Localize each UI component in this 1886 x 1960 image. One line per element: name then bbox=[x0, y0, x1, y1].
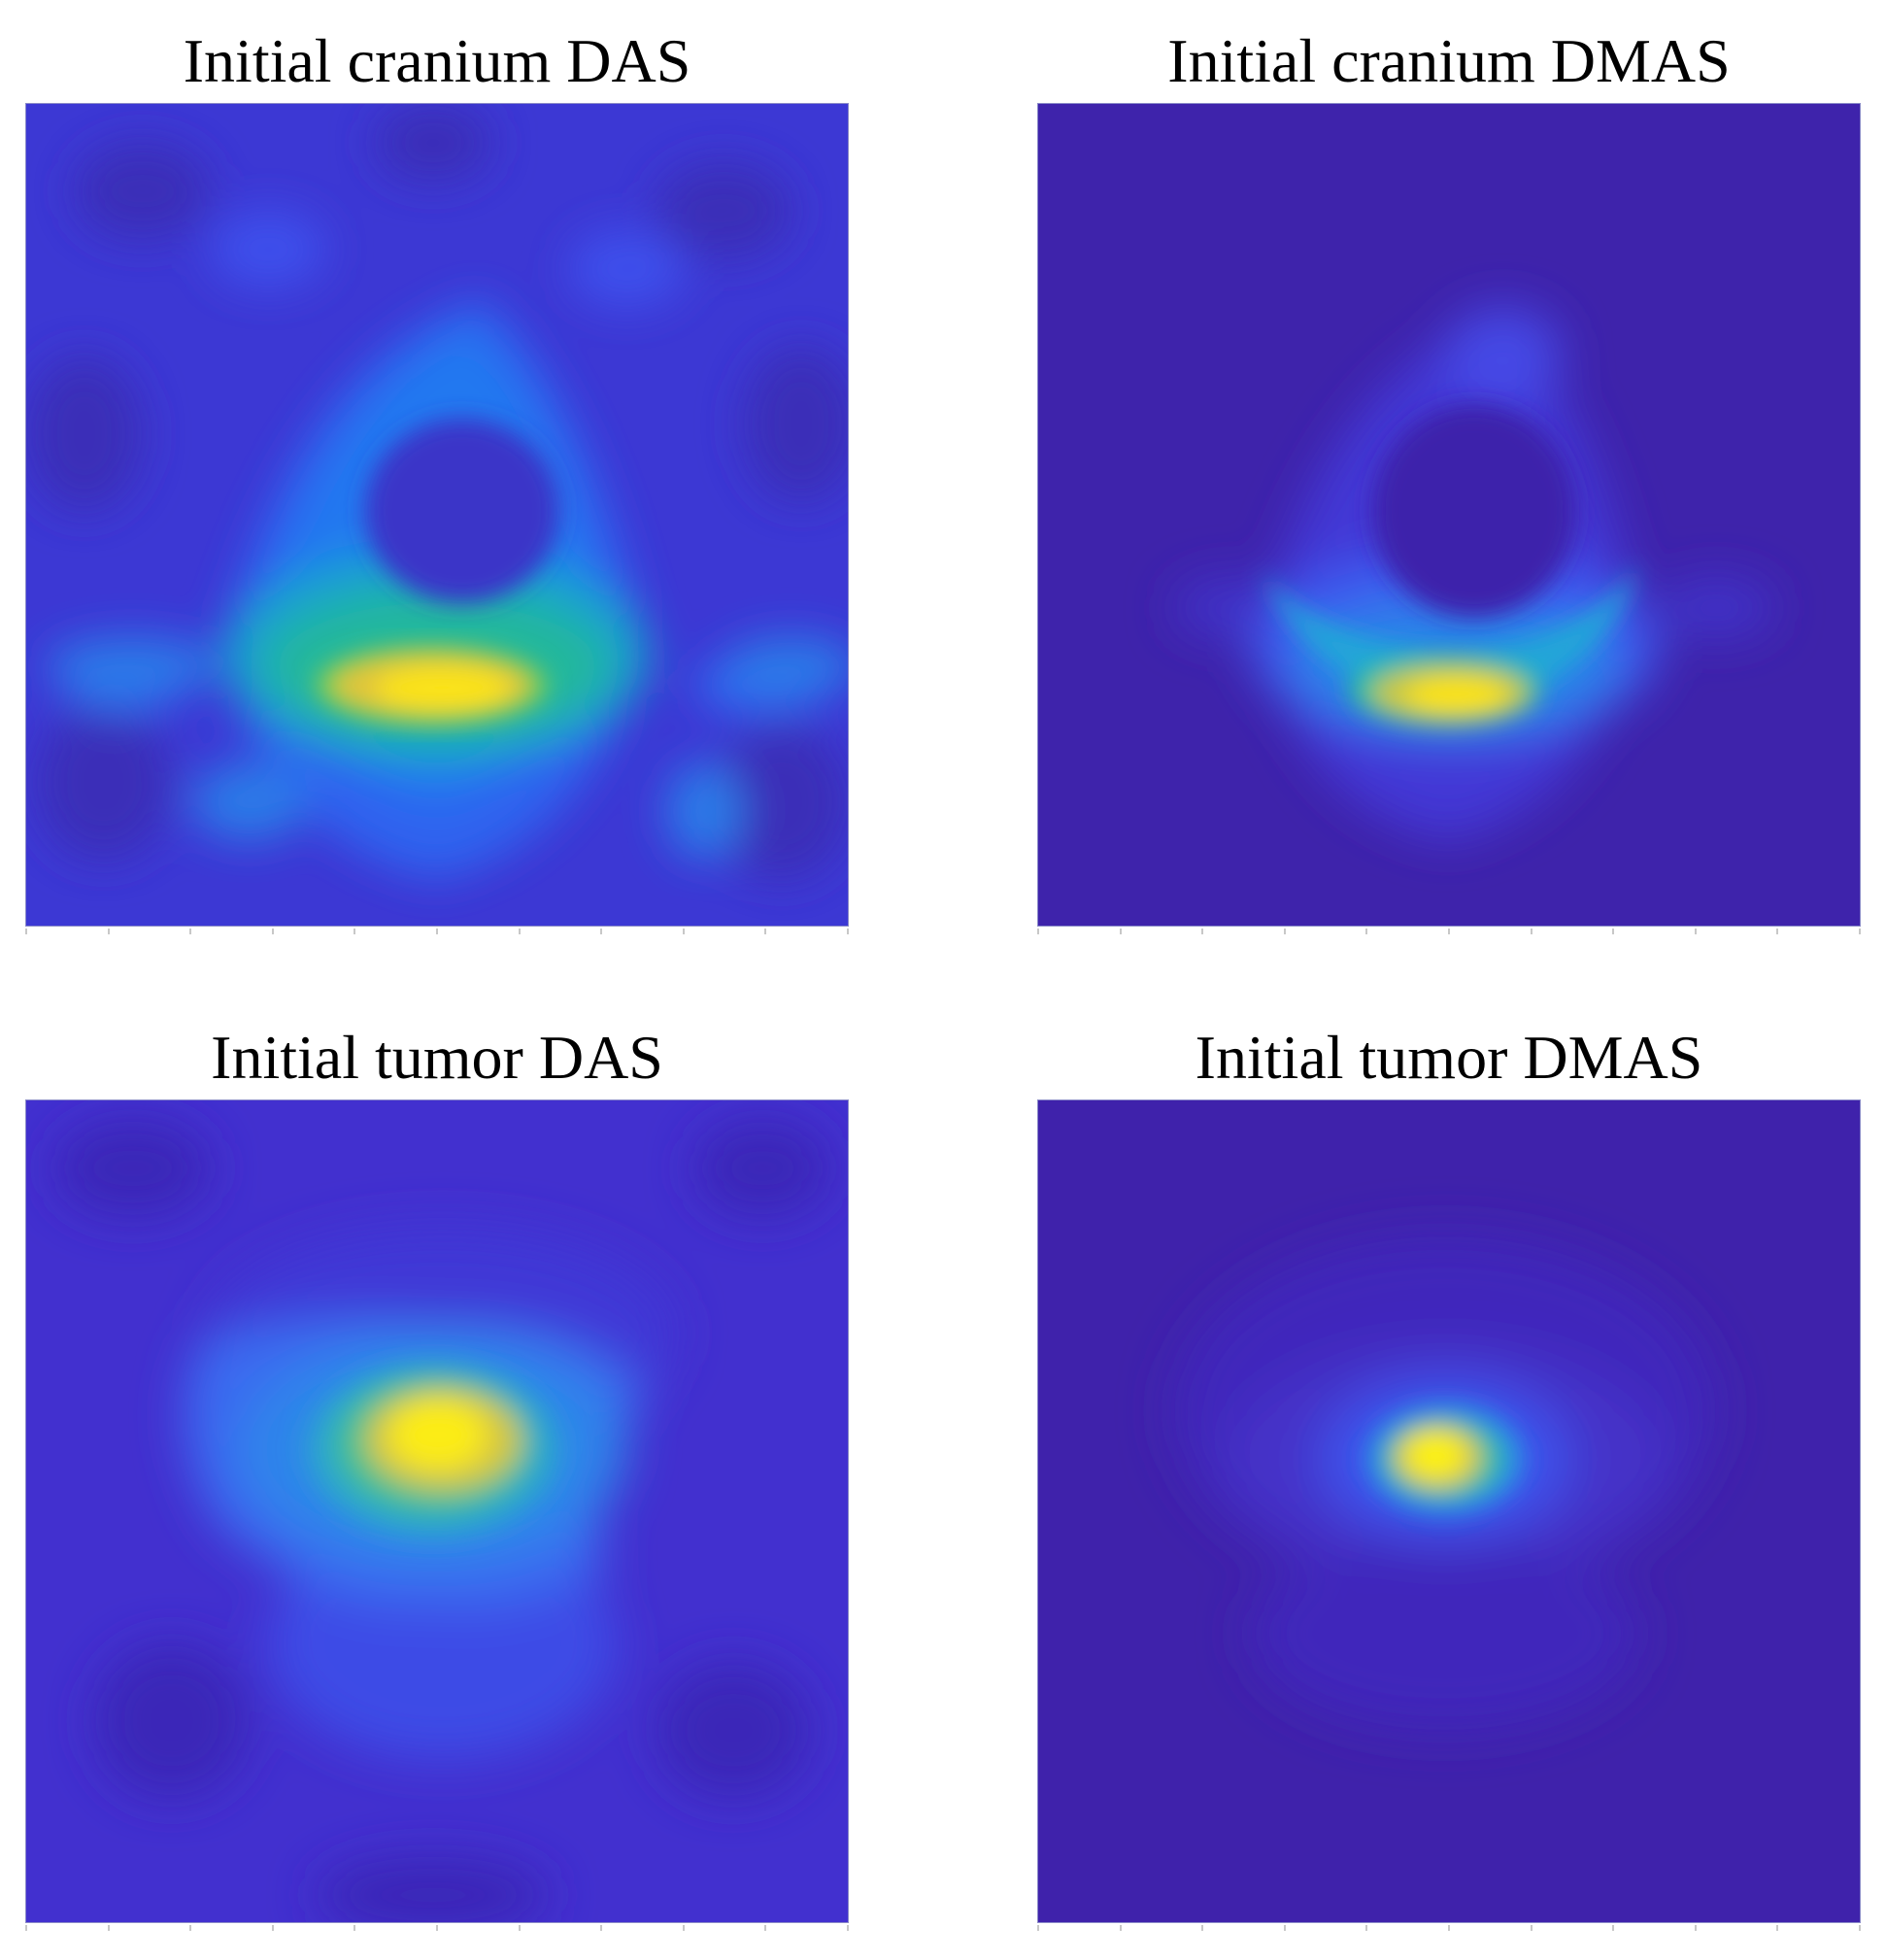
x-tick bbox=[1365, 929, 1367, 934]
heatmap-plot bbox=[1038, 104, 1860, 926]
x-tick bbox=[189, 1925, 191, 1931]
x-tick bbox=[1201, 929, 1203, 934]
x-tick bbox=[1037, 929, 1039, 934]
x-axis-ticks bbox=[25, 1925, 849, 1935]
panel-tumor-das: Initial tumor DAS bbox=[25, 1014, 849, 1946]
x-tick bbox=[25, 1925, 27, 1931]
panel-title: Initial cranium DMAS bbox=[1167, 26, 1731, 95]
x-tick bbox=[1448, 929, 1450, 934]
x-tick bbox=[1776, 1925, 1778, 1931]
x-tick bbox=[436, 929, 438, 934]
heatmap-cranium-das bbox=[25, 103, 849, 927]
x-tick bbox=[1201, 1925, 1203, 1931]
x-tick bbox=[1120, 1925, 1122, 1931]
x-tick bbox=[1448, 1925, 1450, 1931]
x-axis-ticks bbox=[1037, 1925, 1861, 1935]
x-tick bbox=[1776, 929, 1778, 934]
x-tick bbox=[108, 1925, 110, 1931]
x-tick bbox=[1284, 929, 1286, 934]
heatmap-plot bbox=[26, 1100, 848, 1922]
heatmap-tumor-das bbox=[25, 1099, 849, 1923]
x-tick bbox=[847, 929, 849, 934]
panel-title: Initial tumor DAS bbox=[211, 1023, 663, 1092]
x-tick bbox=[1120, 929, 1122, 934]
x-tick bbox=[436, 1925, 438, 1931]
x-tick bbox=[1284, 1925, 1286, 1931]
heatmap-plot bbox=[1038, 1100, 1860, 1922]
x-tick bbox=[1859, 1925, 1861, 1931]
x-tick bbox=[683, 1925, 685, 1931]
x-tick bbox=[354, 1925, 355, 1931]
x-axis-ticks bbox=[25, 929, 849, 938]
x-tick bbox=[1037, 1925, 1039, 1931]
x-tick bbox=[600, 929, 602, 934]
x-tick bbox=[1695, 929, 1697, 934]
x-tick bbox=[354, 929, 355, 934]
heatmap-tumor-dmas bbox=[1037, 1099, 1861, 1923]
panel-tumor-dmas: Initial tumor DMAS bbox=[1037, 1014, 1861, 1946]
x-tick bbox=[683, 929, 685, 934]
x-axis-ticks bbox=[1037, 929, 1861, 938]
x-tick bbox=[519, 1925, 521, 1931]
x-tick bbox=[1859, 929, 1861, 934]
heatmap-plot bbox=[26, 104, 848, 926]
x-tick bbox=[272, 1925, 274, 1931]
x-tick bbox=[272, 929, 274, 934]
x-tick bbox=[1612, 929, 1614, 934]
x-tick bbox=[1612, 1925, 1614, 1931]
x-tick bbox=[764, 929, 766, 934]
x-tick bbox=[519, 929, 521, 934]
x-tick bbox=[108, 929, 110, 934]
x-tick bbox=[1365, 1925, 1367, 1931]
x-tick bbox=[764, 1925, 766, 1931]
x-tick bbox=[600, 1925, 602, 1931]
x-tick bbox=[1695, 1925, 1697, 1931]
x-tick bbox=[189, 929, 191, 934]
panel-cranium-dmas: Initial cranium DMAS bbox=[1037, 17, 1861, 950]
panel-cranium-das: Initial cranium DAS bbox=[25, 17, 849, 950]
x-tick bbox=[1531, 1925, 1532, 1931]
panel-title: Initial tumor DMAS bbox=[1195, 1023, 1703, 1092]
panel-title: Initial cranium DAS bbox=[183, 26, 691, 95]
x-tick bbox=[25, 929, 27, 934]
heatmap-cranium-dmas bbox=[1037, 103, 1861, 927]
x-tick bbox=[1531, 929, 1532, 934]
x-tick bbox=[847, 1925, 849, 1931]
